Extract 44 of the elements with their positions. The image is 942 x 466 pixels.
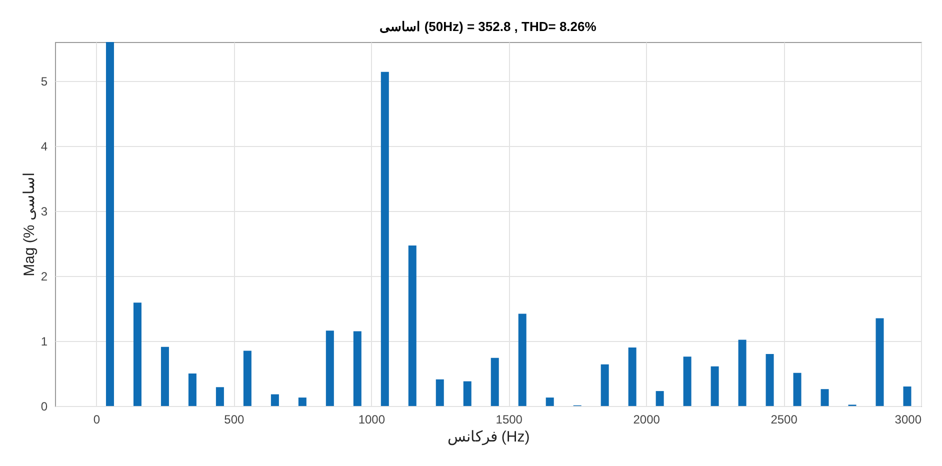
bar — [628, 348, 636, 406]
bar — [518, 314, 526, 406]
y-axis-title: Mag (% اساسی — [20, 172, 38, 276]
y-tick-label: 2 — [40, 270, 48, 284]
bar — [546, 398, 554, 406]
bar — [656, 391, 664, 406]
bar — [160, 346, 169, 406]
y-tick-label: 5 — [40, 74, 48, 88]
bar — [326, 330, 334, 406]
chart-title: اساسی (50Hz) = 352.8 , THD= 8.26% — [380, 19, 597, 34]
x-axis-title: فرکانس (Hz) — [447, 428, 530, 446]
bar — [133, 302, 142, 406]
bar — [216, 387, 224, 406]
bar — [380, 72, 389, 406]
x-tick-label: 1500 — [496, 412, 523, 426]
y-tick-label: 3 — [40, 204, 48, 218]
bar — [353, 331, 362, 406]
bar — [106, 42, 114, 406]
bar — [820, 389, 829, 406]
x-tick-label: 1000 — [358, 412, 386, 426]
bar — [490, 358, 499, 406]
bar — [766, 354, 774, 406]
x-tick-label: 0 — [93, 412, 100, 426]
x-tick-label: 2500 — [770, 412, 798, 426]
bar — [738, 340, 746, 406]
bar — [463, 381, 472, 406]
y-tick-label: 4 — [40, 140, 48, 154]
bar — [298, 398, 306, 406]
bar — [683, 356, 692, 406]
bar — [243, 350, 252, 406]
y-tick-label: 0 — [40, 400, 48, 414]
bar — [903, 386, 912, 406]
y-tick-label: 1 — [40, 334, 48, 348]
bar — [710, 366, 719, 406]
x-tick-label: 500 — [224, 412, 245, 426]
bar — [876, 318, 884, 406]
bar — [408, 245, 416, 406]
bar — [600, 364, 609, 406]
bar — [436, 379, 444, 406]
bar — [188, 374, 196, 406]
bar — [270, 394, 279, 406]
x-tick-label: 2000 — [633, 412, 660, 426]
bar — [793, 372, 802, 406]
x-tick-label: 3000 — [894, 412, 922, 426]
